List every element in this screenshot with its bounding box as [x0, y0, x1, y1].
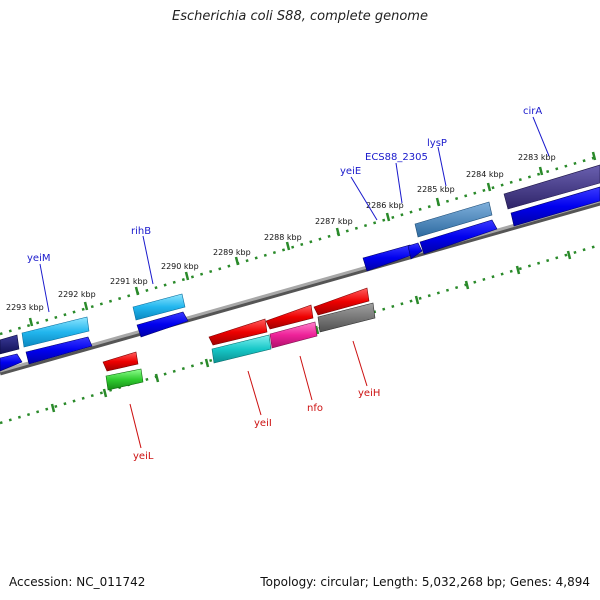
gene-navy[interactable] [0, 334, 20, 355]
reverse-genes-slot-2 [105, 302, 376, 391]
gene-lysp[interactable] [414, 201, 493, 238]
label-nfo: nfo [307, 403, 323, 414]
forward-inner-genes [0, 186, 600, 372]
gene-nfo[interactable] [265, 304, 314, 330]
gene-yeii[interactable] [208, 318, 268, 346]
accession-text: Accession: NC_011742 [9, 575, 146, 589]
genome-backbone-shadow [0, 200, 600, 376]
label-yeie: yeiE [340, 166, 361, 177]
kbp-label: 2290 kbp [161, 262, 199, 271]
kbp-label: 2291 kbp [110, 277, 148, 286]
kbp-label: 2288 kbp [264, 233, 302, 242]
label-cira: cirA [523, 106, 542, 117]
gene-rihb[interactable] [132, 293, 186, 321]
kbp-label: 2284 kbp [466, 170, 504, 179]
gene-grey[interactable] [317, 302, 376, 333]
label-yeih: yeiH [358, 388, 380, 399]
gene-fwd-5[interactable] [25, 336, 93, 365]
label-yeil: yeiL [133, 451, 154, 462]
kbp-label: 2292 kbp [58, 290, 96, 299]
genome-stats-text: Topology: circular; Length: 5,032,268 bp… [260, 575, 590, 589]
gene-yeim[interactable] [21, 316, 90, 348]
forward-outer-genes [0, 164, 600, 355]
reverse-genes-slot-1 [102, 287, 370, 372]
label-rihb: rihB [131, 226, 151, 237]
gene-fwd-2[interactable] [419, 219, 498, 255]
kbp-label: 2287 kbp [315, 217, 353, 226]
reverse-leader-lines [129, 340, 368, 449]
label-lysp: lysP [427, 138, 447, 149]
map-title: Escherichia coli S88, complete genome [172, 9, 428, 24]
gene-teal[interactable] [211, 334, 272, 364]
kbp-label: 2285 kbp [417, 185, 455, 194]
genome-backbone [0, 199, 600, 373]
gene-fwd-4[interactable] [136, 311, 189, 338]
gene-fwd-3[interactable] [407, 242, 423, 260]
outer-tick-ring [0, 154, 600, 336]
label-yeii: yeiI [254, 418, 272, 429]
gene-yeil[interactable] [105, 368, 144, 391]
gene-fwd-1[interactable] [510, 186, 600, 227]
gene-red-small[interactable] [102, 351, 139, 372]
outer-major-ticks [28, 151, 597, 327]
gene-yeih[interactable] [313, 287, 370, 316]
gene-pink[interactable] [269, 321, 318, 349]
label-ecs88-2305: ECS88_2305 [365, 152, 428, 163]
kbp-label: 2293 kbp [6, 303, 44, 312]
kbp-label: 2283 kbp [518, 153, 556, 162]
kbp-labels: 2283 kbp 2284 kbp 2285 kbp 2286 kbp 2287… [6, 153, 556, 312]
gene-cira[interactable] [503, 164, 600, 210]
label-yeim: yeiM [27, 253, 50, 264]
gene-fwd-6[interactable] [0, 353, 23, 372]
kbp-label: 2289 kbp [213, 248, 251, 257]
forward-leader-lines [39, 116, 550, 313]
kbp-label: 2286 kbp [366, 201, 404, 210]
